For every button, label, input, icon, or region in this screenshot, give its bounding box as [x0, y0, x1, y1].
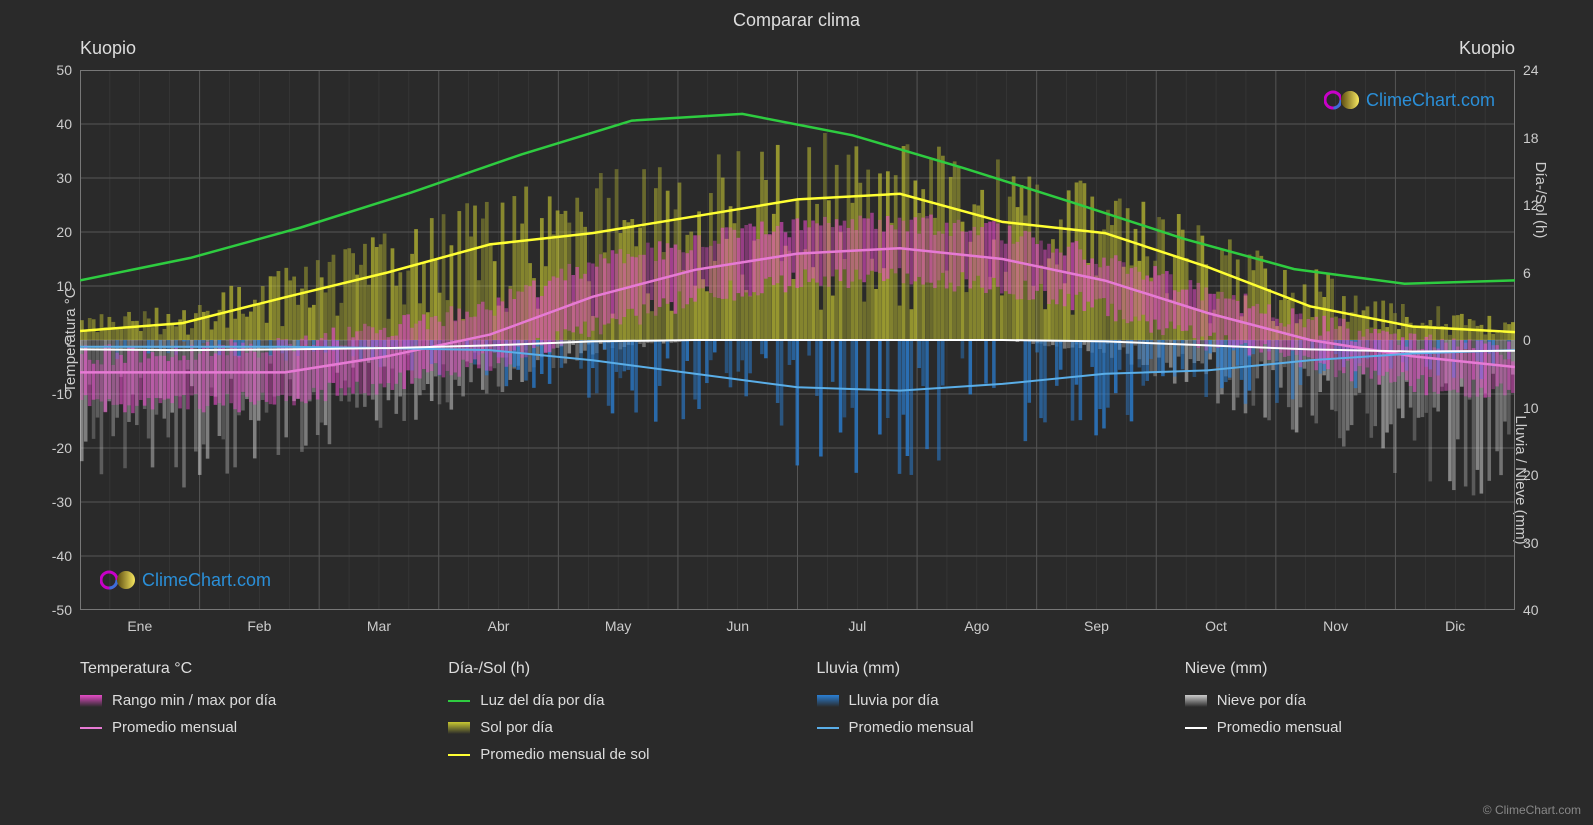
tick-left: -30 [52, 494, 72, 510]
climechart-icon [100, 568, 136, 592]
tick-right: 20 [1523, 467, 1539, 483]
tick-bottom: Ene [127, 618, 152, 634]
tick-left: 0 [64, 332, 72, 348]
tick-left: 50 [56, 62, 72, 78]
legend-label: Promedio mensual de sol [480, 746, 649, 763]
legend-group-title: Nieve (mm) [1185, 660, 1513, 678]
legend-item: Promedio mensual [817, 719, 1145, 736]
legend-item: Rango min / max por día [80, 692, 408, 709]
tick-bottom: Mar [367, 618, 391, 634]
tick-left: -40 [52, 548, 72, 564]
tick-right: 30 [1523, 535, 1539, 551]
legend-label: Sol por día [480, 719, 553, 736]
tick-right: 12 [1523, 197, 1539, 213]
tick-left: 20 [56, 224, 72, 240]
tick-right: 0 [1523, 332, 1531, 348]
tick-right: 6 [1523, 265, 1531, 281]
legend-item: Promedio mensual [80, 719, 408, 736]
tick-left: -10 [52, 386, 72, 402]
watermark-bottom: ClimeChart.com [100, 568, 271, 592]
legend-swatch [448, 700, 470, 702]
watermark-text: ClimeChart.com [142, 570, 271, 591]
legend-group: Día-/Sol (h) Luz del día por día Sol por d… [448, 660, 776, 773]
tick-right: 18 [1523, 130, 1539, 146]
tick-left: -20 [52, 440, 72, 456]
tick-left: 10 [56, 278, 72, 294]
tick-bottom: Dic [1445, 618, 1465, 634]
legend-item: Nieve por día [1185, 692, 1513, 709]
legend-label: Luz del día por día [480, 692, 604, 709]
watermark-text: ClimeChart.com [1366, 90, 1495, 111]
legend-label: Nieve por día [1217, 692, 1306, 709]
tick-bottom: Jun [726, 618, 749, 634]
legend-label: Rango min / max por día [112, 692, 276, 709]
location-label-right-top: Kuopio [1459, 38, 1515, 59]
legend-swatch [448, 754, 470, 756]
legend-group: Temperatura °C Rango min / max por día Pro… [80, 660, 408, 773]
tick-right: 40 [1523, 602, 1539, 618]
chart-title: Comparar clima [0, 0, 1593, 31]
lines-layer [80, 70, 1515, 610]
legend-label: Promedio mensual [849, 719, 974, 736]
legend-item: Promedio mensual de sol [448, 746, 776, 763]
legend-swatch [448, 722, 470, 734]
legend-group-title: Día-/Sol (h) [448, 660, 776, 678]
watermark-top: ClimeChart.com [1324, 88, 1495, 112]
legend-swatch [817, 695, 839, 707]
location-label-left-top: Kuopio [80, 38, 136, 59]
legend-swatch [1185, 695, 1207, 707]
legend-group: Nieve (mm) Nieve por día Promedio mensual [1185, 660, 1513, 773]
tick-right: 10 [1523, 400, 1539, 416]
legend-group: Lluvia (mm) Lluvia por día Promedio mensua… [817, 660, 1145, 773]
legend-group-title: Lluvia (mm) [817, 660, 1145, 678]
tick-bottom: Ago [964, 618, 989, 634]
tick-left: 30 [56, 170, 72, 186]
legend-swatch [80, 695, 102, 707]
tick-bottom: May [605, 618, 631, 634]
legend-label: Lluvia por día [849, 692, 939, 709]
tick-bottom: Oct [1205, 618, 1227, 634]
tick-right: 24 [1523, 62, 1539, 78]
legend-item: Promedio mensual [1185, 719, 1513, 736]
legend-swatch [1185, 727, 1207, 729]
legend-label: Promedio mensual [112, 719, 237, 736]
tick-bottom: Feb [247, 618, 271, 634]
tick-bottom: Nov [1323, 618, 1348, 634]
legend-item: Lluvia por día [817, 692, 1145, 709]
legend-item: Luz del día por día [448, 692, 776, 709]
legend-item: Sol por día [448, 719, 776, 736]
tick-left: -50 [52, 602, 72, 618]
legend-group-title: Temperatura °C [80, 660, 408, 678]
tick-left: 40 [56, 116, 72, 132]
tick-bottom: Jul [848, 618, 866, 634]
legend: Temperatura °C Rango min / max por día Pro… [80, 660, 1513, 773]
legend-swatch [80, 727, 102, 729]
legend-label: Promedio mensual [1217, 719, 1342, 736]
copyright: © ClimeChart.com [1483, 803, 1581, 817]
climechart-icon [1324, 88, 1360, 112]
tick-bottom: Abr [488, 618, 510, 634]
legend-swatch [817, 727, 839, 729]
plot-area: ClimeChart.com ClimeChart.com -50-40-30-… [80, 70, 1515, 610]
tick-bottom: Sep [1084, 618, 1109, 634]
